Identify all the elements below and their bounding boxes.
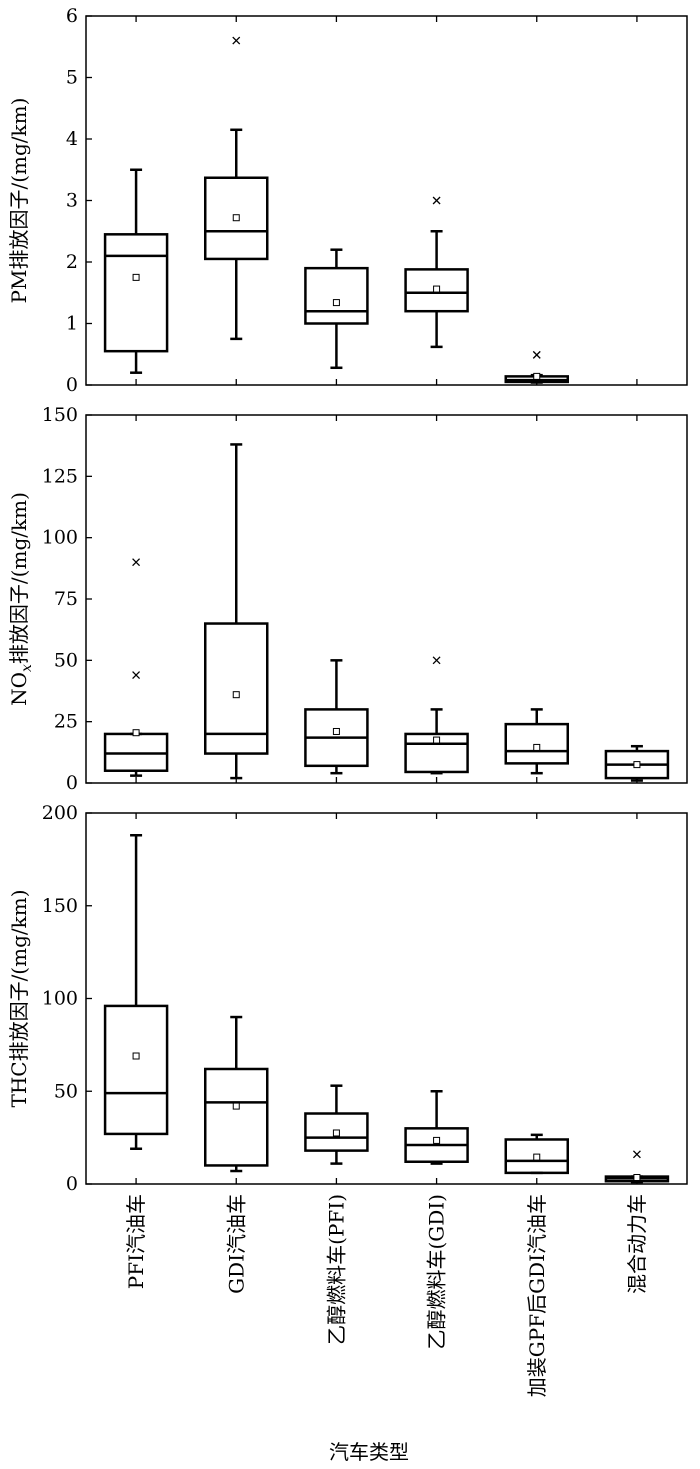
iqr-box-0-3 xyxy=(404,268,469,313)
box-2-1 xyxy=(204,1015,269,1173)
y-tick-label-0-5: 5 xyxy=(66,67,78,89)
x-category-label-0: PFI汽油车 xyxy=(124,1194,148,1289)
iqr-box-2-2 xyxy=(304,1112,369,1152)
y-tick-label-0-0: 0 xyxy=(66,374,78,396)
mean-marker-1-1 xyxy=(232,691,240,699)
mean-marker-2-4 xyxy=(533,1153,541,1161)
outlier-stroke-b-0-4-0 xyxy=(532,350,541,359)
y-tick-label-2-4: 200 xyxy=(42,802,78,824)
box-1-1 xyxy=(204,443,269,780)
box-2-5 xyxy=(604,1150,670,1184)
mean-marker-1-2 xyxy=(332,727,340,735)
x-category-label-5: 混合动力车 xyxy=(625,1194,649,1294)
y-tick-label-2-0: 0 xyxy=(66,1173,78,1195)
x-category-label-4: 加装GPF后GDI汽油车 xyxy=(525,1194,549,1397)
y-tick-label-1-0: 0 xyxy=(66,772,78,794)
x-category-label-1: GDI汽油车 xyxy=(224,1194,248,1294)
outlier-stroke-b-1-3-0 xyxy=(432,656,441,665)
iqr-box-2-1 xyxy=(204,1067,269,1167)
y-tick-label-0-3: 3 xyxy=(66,190,78,212)
y-tick-label-1-2: 50 xyxy=(54,649,78,671)
outlier-2-5-0 xyxy=(632,1150,641,1159)
x-category-label-3: 乙醇燃料车(GDI) xyxy=(425,1194,449,1350)
outlier-stroke-b-0-1-0 xyxy=(232,36,241,45)
outlier-1-0-1 xyxy=(132,558,141,567)
iqr-box-0-2 xyxy=(304,266,369,325)
iqr-box-1-3 xyxy=(404,732,469,774)
box-2-4 xyxy=(504,1133,569,1175)
mean-marker-0-2 xyxy=(332,299,340,307)
y-tick-label-0-6: 6 xyxy=(66,5,78,27)
mean-marker-1-4 xyxy=(533,743,541,751)
outlier-0-3-0 xyxy=(432,196,441,205)
mean-marker-0-1 xyxy=(232,214,240,222)
y-tick-label-0-4: 4 xyxy=(66,128,78,150)
mean-marker-2-3 xyxy=(433,1136,441,1144)
y-axis-title-2: THC排放因子/(mg/km) xyxy=(7,889,31,1107)
mean-marker-2-2 xyxy=(332,1129,340,1137)
y-tick-label-1-1: 25 xyxy=(54,711,78,733)
box-1-4 xyxy=(504,708,569,775)
y-tick-label-1-4: 100 xyxy=(42,527,78,549)
mean-marker-1-0 xyxy=(132,729,140,737)
mean-marker-0-0 xyxy=(132,273,140,281)
outlier-stroke-b-1-0-0 xyxy=(132,671,141,680)
y-tick-label-1-3: 75 xyxy=(54,588,78,610)
mean-marker-1-5 xyxy=(633,761,641,769)
outlier-1-0-0 xyxy=(132,671,141,680)
outlier-stroke-b-2-5-0 xyxy=(632,1150,641,1159)
x-axis-title: 汽车类型 xyxy=(329,1440,409,1464)
iqr-box-2-4 xyxy=(504,1138,569,1175)
y-tick-label-1-6: 150 xyxy=(42,404,78,426)
mean-marker-2-5 xyxy=(633,1174,641,1182)
mean-marker-2-0 xyxy=(132,1052,140,1060)
plot-frame-2 xyxy=(85,812,688,1185)
y-tick-label-2-2: 100 xyxy=(42,988,78,1010)
y-axis-title-1: NOx排放因子/(mg/km) xyxy=(7,492,35,706)
box-1-2 xyxy=(304,659,369,775)
y-axis-title-0: PM排放因子/(mg/km) xyxy=(7,98,31,304)
outlier-stroke-b-0-3-0 xyxy=(432,196,441,205)
iqr-box-1-1 xyxy=(204,622,269,755)
outlier-1-3-0 xyxy=(432,656,441,665)
box-1-5 xyxy=(604,744,670,782)
y-tick-label-1-5: 125 xyxy=(42,465,78,487)
box-0-1 xyxy=(204,36,269,341)
iqr-box-1-4 xyxy=(504,722,569,765)
box-2-0 xyxy=(103,834,169,1151)
outlier-stroke-b-1-0-1 xyxy=(132,558,141,567)
box-0-3 xyxy=(404,196,469,349)
mean-marker-2-1 xyxy=(232,1102,240,1110)
panel-2: 0 50 100 150 200 THC排放因子/(mg/km) xyxy=(7,802,688,1195)
plot-frame-1 xyxy=(85,414,688,784)
box-0-2 xyxy=(304,248,369,370)
y-tick-label-2-3: 150 xyxy=(42,895,78,917)
y-tick-label-2-1: 50 xyxy=(54,1080,78,1102)
iqr-box-0-0 xyxy=(103,233,169,353)
iqr-box-2-0 xyxy=(103,1004,169,1136)
x-category-label-2: 乙醇燃料车(PFI) xyxy=(324,1194,348,1345)
y-tick-label-0-2: 2 xyxy=(66,251,78,273)
panel-1: 0 25 50 75 100 125 150 NOx排放因子/(mg/km) xyxy=(7,404,688,794)
box-1-3 xyxy=(404,656,469,775)
mean-marker-0-4 xyxy=(533,372,541,380)
outlier-0-4-0 xyxy=(532,350,541,359)
y-tick-label-0-1: 1 xyxy=(66,313,78,335)
mean-marker-1-3 xyxy=(433,736,441,744)
plot-frame-0 xyxy=(85,15,688,386)
outlier-0-1-0 xyxy=(232,36,241,45)
box-2-3 xyxy=(404,1090,469,1165)
box-0-0 xyxy=(103,168,169,374)
box-1-0 xyxy=(103,558,169,777)
mean-marker-0-3 xyxy=(433,285,441,293)
box-0-4 xyxy=(504,350,569,384)
panel-0: 0 1 2 3 4 5 6 PM排放因子/(mg/km) xyxy=(7,5,688,396)
iqr-box-0-1 xyxy=(204,176,269,261)
box-2-2 xyxy=(304,1084,369,1165)
